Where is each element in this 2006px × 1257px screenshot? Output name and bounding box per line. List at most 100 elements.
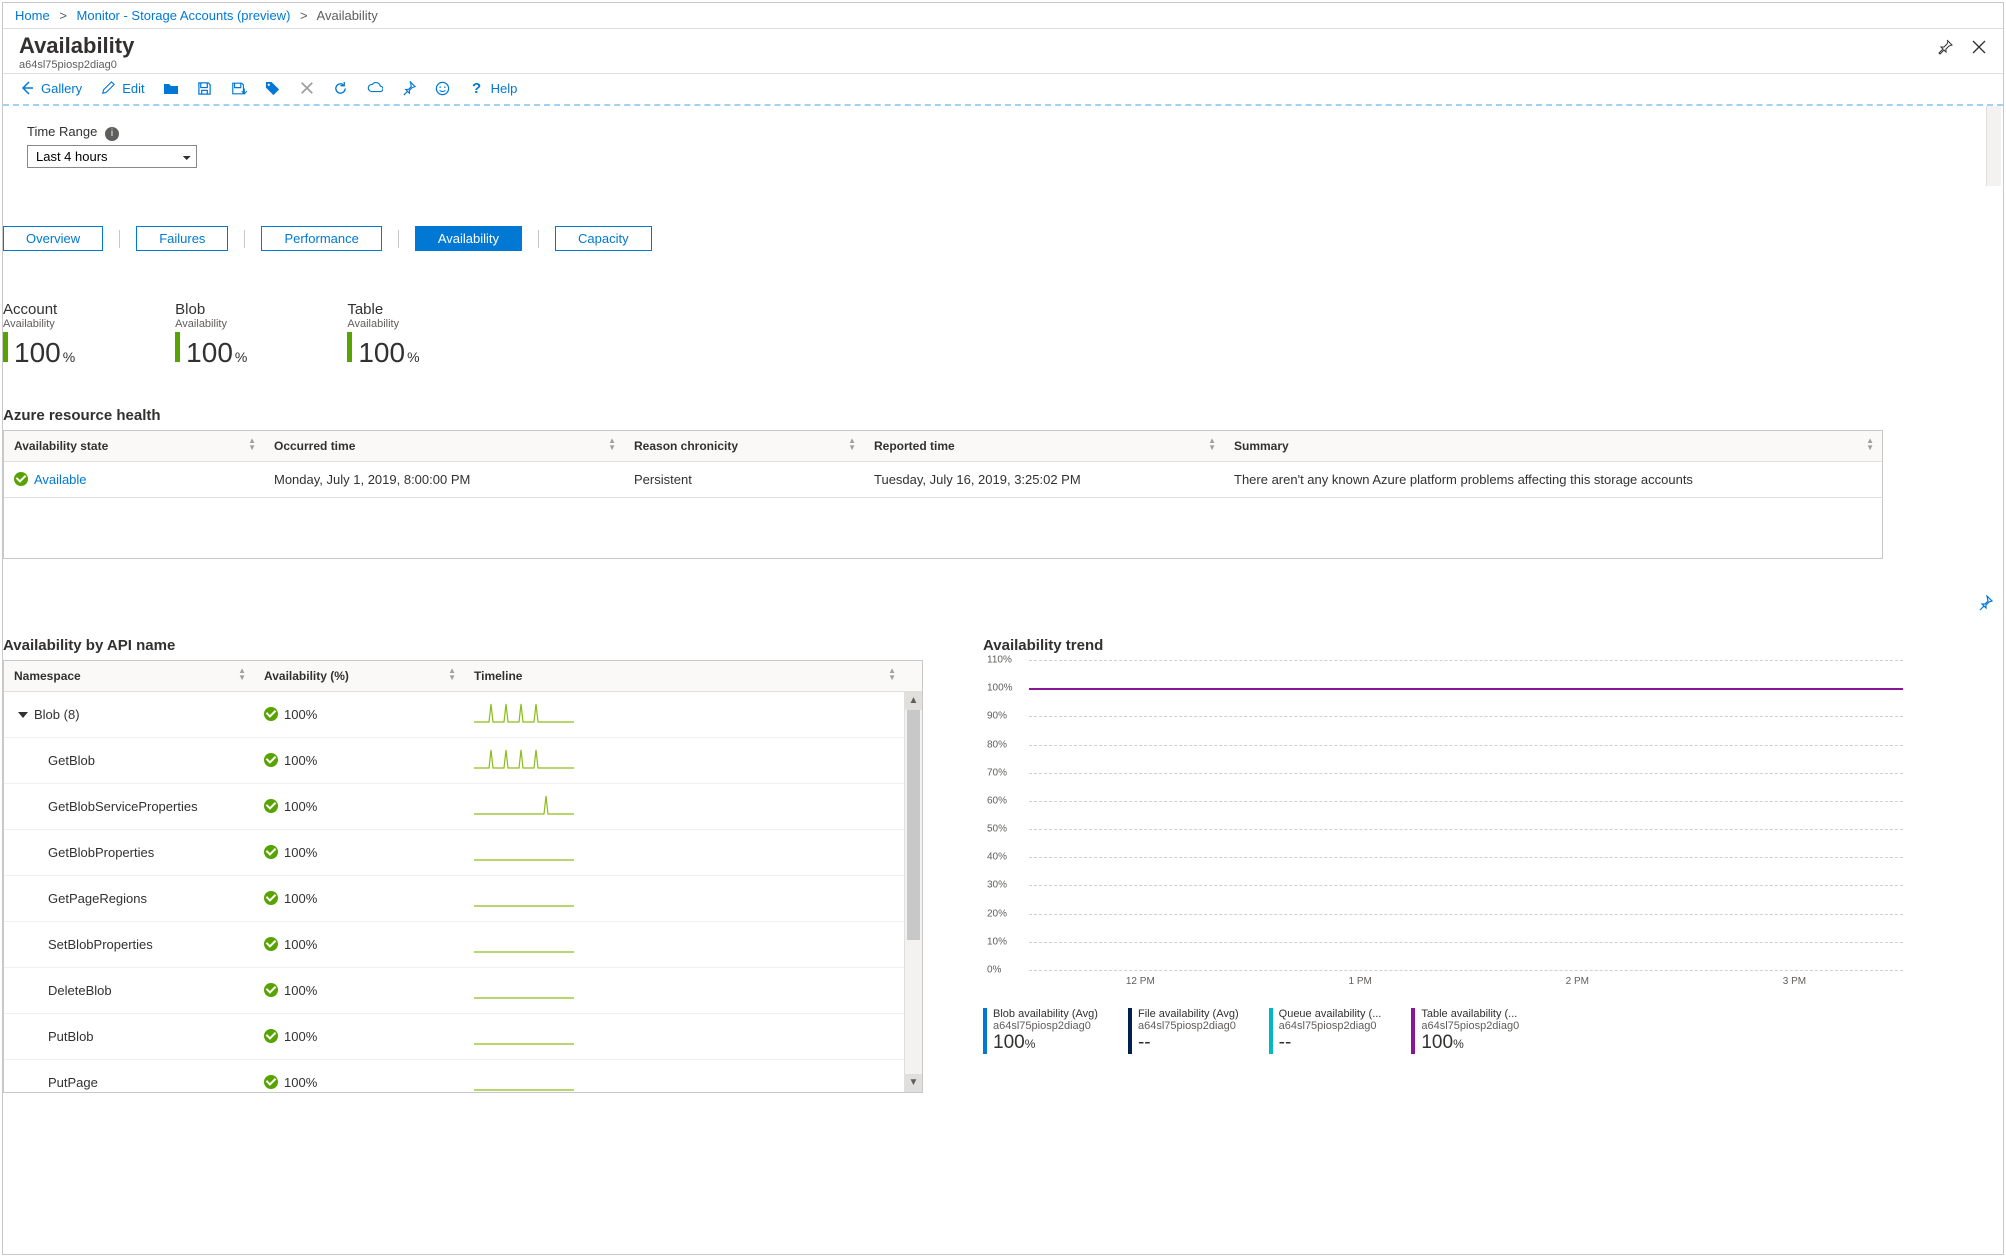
pin-icon[interactable] xyxy=(1937,39,1953,59)
api-row[interactable]: DeleteBlob 100% xyxy=(4,968,922,1014)
tab-row: Overview Failures Performance Availabili… xyxy=(3,226,2003,251)
y-label: 50% xyxy=(987,824,1007,835)
trend-pin-icon[interactable] xyxy=(1977,595,1993,614)
api-row[interactable]: GetBlobServiceProperties 100% xyxy=(4,784,922,830)
y-label: 40% xyxy=(987,852,1007,863)
breadcrumb-home[interactable]: Home xyxy=(15,8,50,23)
api-name: PutPage xyxy=(4,1067,254,1092)
legend-label: Queue availability (... xyxy=(1279,1008,1382,1020)
question-icon: ? xyxy=(469,80,485,96)
time-range-select[interactable]: Last 4 hours xyxy=(27,145,197,168)
gallery-label: Gallery xyxy=(41,81,82,96)
api-avail: 100% xyxy=(254,837,464,868)
health-col-state[interactable]: Availability state▲▼ xyxy=(4,431,264,461)
tab-overview[interactable]: Overview xyxy=(3,226,103,251)
metric-bar xyxy=(347,332,352,362)
api-timeline xyxy=(464,1014,904,1059)
metric-unit: % xyxy=(63,349,75,365)
legend-sub: a64sl75piosp2diag0 xyxy=(1138,1020,1239,1032)
health-reported: Tuesday, July 16, 2019, 3:25:02 PM xyxy=(864,462,1224,497)
info-icon[interactable]: i xyxy=(105,127,119,141)
page-title: Availability xyxy=(19,33,134,59)
api-col-ns[interactable]: Namespace▲▼ xyxy=(4,661,254,691)
close-icon[interactable] xyxy=(1971,39,1987,59)
trend-chart: 110%100%90%80%70%60%50%40%30%20%10%0% 12… xyxy=(983,660,1903,980)
health-col-occurred[interactable]: Occurred time▲▼ xyxy=(264,431,624,461)
y-label: 0% xyxy=(987,965,1001,976)
tab-capacity[interactable]: Capacity xyxy=(555,226,652,251)
metric-card: Table Availability 100 % xyxy=(347,301,419,369)
legend-value: 100% xyxy=(1421,1032,1519,1054)
breadcrumb-monitor[interactable]: Monitor - Storage Accounts (preview) xyxy=(77,8,291,23)
api-row[interactable]: GetBlobProperties 100% xyxy=(4,830,922,876)
help-button[interactable]: ? Help xyxy=(469,80,518,96)
api-avail: 100% xyxy=(254,1067,464,1092)
legend-item[interactable]: File availability (Avg) a64sl75piosp2dia… xyxy=(1128,1008,1239,1054)
metric-title: Account xyxy=(3,301,75,318)
legend-sub: a64sl75piosp2diag0 xyxy=(1421,1020,1519,1032)
metric-value: 100 xyxy=(14,337,61,369)
api-row[interactable]: PutPage 100% xyxy=(4,1060,922,1092)
check-icon xyxy=(264,891,278,905)
folder-icon[interactable] xyxy=(163,80,179,96)
gridline xyxy=(1029,773,1903,774)
tag-icon[interactable] xyxy=(265,80,281,96)
api-scrollbar[interactable]: ▲▼ xyxy=(904,692,922,1092)
api-avail: 100% xyxy=(254,975,464,1006)
feedback-icon[interactable] xyxy=(435,80,451,96)
breadcrumb-current: Availability xyxy=(317,8,378,23)
x-label: 2 PM xyxy=(1566,976,1589,987)
api-row[interactable]: SetBlobProperties 100% xyxy=(4,922,922,968)
health-occurred: Monday, July 1, 2019, 8:00:00 PM xyxy=(264,462,624,497)
legend-item[interactable]: Table availability (... a64sl75piosp2dia… xyxy=(1411,1008,1519,1054)
legend-item[interactable]: Blob availability (Avg) a64sl75piosp2dia… xyxy=(983,1008,1098,1054)
y-label: 80% xyxy=(987,739,1007,750)
api-row[interactable]: Blob (8) 100% xyxy=(4,692,922,738)
gridline xyxy=(1029,942,1903,943)
check-icon xyxy=(264,799,278,813)
health-col-reason[interactable]: Reason chronicity▲▼ xyxy=(624,431,864,461)
api-col-timeline[interactable]: Timeline▲▼ xyxy=(464,661,904,691)
api-avail: 100% xyxy=(254,929,464,960)
pencil-icon xyxy=(100,80,116,96)
api-row[interactable]: GetBlob 100% xyxy=(4,738,922,784)
health-col-reported[interactable]: Reported time▲▼ xyxy=(864,431,1224,461)
y-label: 90% xyxy=(987,711,1007,722)
tab-availability[interactable]: Availability xyxy=(415,226,522,251)
delete-icon xyxy=(299,80,315,96)
save-icon[interactable] xyxy=(197,80,213,96)
refresh-icon[interactable] xyxy=(333,80,349,96)
legend-value: -- xyxy=(1279,1032,1382,1054)
health-state[interactable]: Available xyxy=(34,472,87,487)
check-icon xyxy=(264,753,278,767)
gallery-button[interactable]: Gallery xyxy=(19,80,82,96)
legend-value: 100% xyxy=(993,1032,1098,1054)
y-label: 110% xyxy=(987,655,1012,666)
api-row[interactable]: GetPageRegions 100% xyxy=(4,876,922,922)
health-col-summary[interactable]: Summary▲▼ xyxy=(1224,431,1882,461)
api-timeline xyxy=(464,830,904,875)
api-avail: 100% xyxy=(254,791,464,822)
api-timeline xyxy=(464,1060,904,1092)
metric-sub: Availability xyxy=(175,318,247,330)
cloud-icon[interactable] xyxy=(367,80,383,96)
api-avail: 100% xyxy=(254,883,464,914)
tab-performance[interactable]: Performance xyxy=(261,226,381,251)
gridline xyxy=(1029,801,1903,802)
api-name: GetBlob xyxy=(4,745,254,776)
check-icon xyxy=(264,937,278,951)
api-avail: 100% xyxy=(254,745,464,776)
gridline xyxy=(1029,716,1903,717)
api-col-avail[interactable]: Availability (%)▲▼ xyxy=(254,661,464,691)
legend-item[interactable]: Queue availability (... a64sl75piosp2dia… xyxy=(1269,1008,1382,1054)
health-row[interactable]: Available Monday, July 1, 2019, 8:00:00 … xyxy=(4,462,1882,498)
save-as-icon[interactable] xyxy=(231,80,247,96)
metric-sub: Availability xyxy=(347,318,419,330)
check-icon xyxy=(264,1029,278,1043)
api-row[interactable]: PutBlob 100% xyxy=(4,1014,922,1060)
health-summary: There aren't any known Azure platform pr… xyxy=(1224,462,1882,497)
edit-button[interactable]: Edit xyxy=(100,80,144,96)
tab-failures[interactable]: Failures xyxy=(136,226,228,251)
help-label: Help xyxy=(491,81,518,96)
pin-toolbar-icon[interactable] xyxy=(401,80,417,96)
